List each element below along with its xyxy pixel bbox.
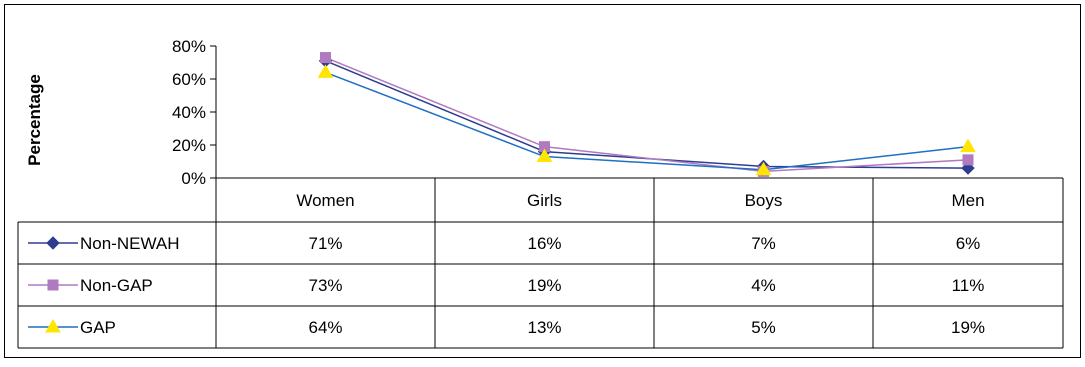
data-point-marker xyxy=(536,148,553,163)
legend-label: Non-NEWAH xyxy=(80,234,180,253)
series-line xyxy=(325,71,969,171)
legend-label: GAP xyxy=(80,318,116,337)
category-label: Girls xyxy=(527,191,562,210)
data-point-marker xyxy=(320,52,331,64)
legend-marker xyxy=(45,319,61,333)
data-value-label: 71% xyxy=(308,234,342,253)
data-point-marker xyxy=(962,154,974,166)
data-value-label: 6% xyxy=(956,234,981,253)
data-value-label: 4% xyxy=(751,276,776,295)
data-value-label: 19% xyxy=(951,318,985,337)
y-tick-label: 20% xyxy=(172,136,206,155)
data-value-label: 13% xyxy=(527,318,561,337)
data-value-label: 7% xyxy=(751,234,776,253)
data-value-label: 16% xyxy=(527,234,561,253)
legend-marker xyxy=(46,236,60,250)
y-tick-label: 40% xyxy=(172,103,206,122)
series-line xyxy=(325,56,969,173)
category-label: Boys xyxy=(745,191,783,210)
y-tick-label: 60% xyxy=(172,70,206,89)
data-point-marker xyxy=(317,64,334,78)
plot-series xyxy=(317,52,976,177)
category-label: Women xyxy=(296,191,354,210)
y-tick-label: 0% xyxy=(181,169,206,188)
legend-marker xyxy=(47,279,59,291)
y-axis-title: Percentage xyxy=(25,74,44,166)
data-value-label: 19% xyxy=(527,276,561,295)
chart-outer-border xyxy=(4,4,1081,358)
data-value-label: 5% xyxy=(751,318,776,337)
category-label: Men xyxy=(951,191,984,210)
y-axis: 80% 60% 40% 20% 0% xyxy=(172,37,217,188)
data-value-label: 11% xyxy=(952,276,985,295)
data-value-label: 73% xyxy=(308,276,342,295)
data-point-marker xyxy=(960,138,976,153)
legend-label: Non-GAP xyxy=(80,276,153,295)
y-tick-label: 80% xyxy=(172,37,206,56)
data-value-label: 64% xyxy=(308,318,342,337)
data-table: Women Girls Boys Men Non-NEWAH 71% 16% 7% 6% Non-… xyxy=(17,177,1064,349)
data-point-marker xyxy=(755,161,772,176)
